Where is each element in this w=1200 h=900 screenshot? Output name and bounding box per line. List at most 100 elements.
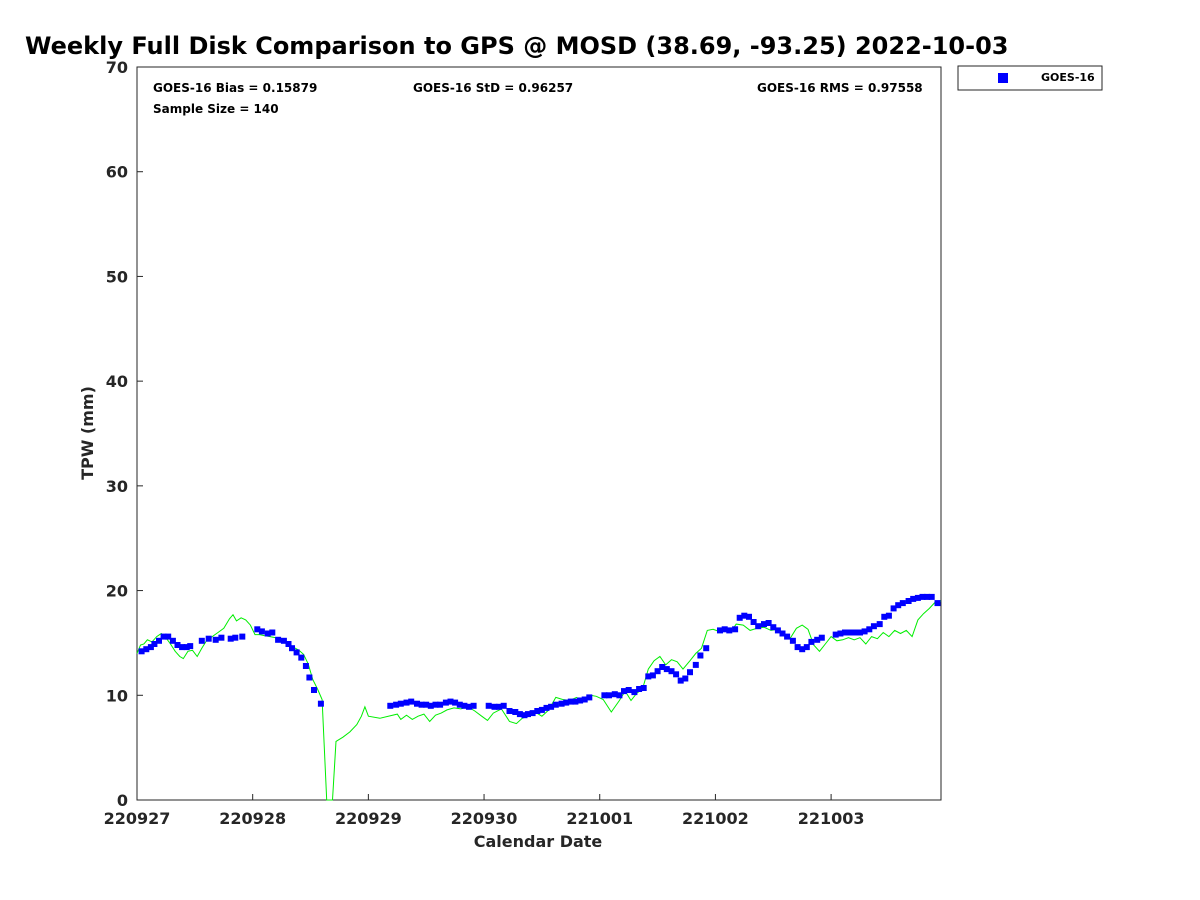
goes16-point xyxy=(677,677,684,684)
goes16-point xyxy=(721,626,728,633)
goes16-point xyxy=(563,699,570,706)
goes16-point xyxy=(258,628,265,635)
goes16-point xyxy=(183,644,190,651)
goes16-point xyxy=(692,661,699,668)
y-tick-label: 60 xyxy=(106,163,128,182)
goes16-point xyxy=(924,593,931,600)
goes16-point xyxy=(447,698,454,705)
goes16-point xyxy=(285,641,292,647)
goes16-point xyxy=(293,649,300,656)
legend-marker-square xyxy=(998,73,1008,83)
y-tick-label: 50 xyxy=(106,267,128,286)
goes16-point xyxy=(640,685,647,691)
goes16-point xyxy=(280,637,287,644)
goes16-point xyxy=(437,701,444,708)
goes16-point xyxy=(317,700,324,707)
legend: GOES-16 xyxy=(957,65,1103,91)
goes16-point xyxy=(442,699,449,706)
goes16-point xyxy=(876,621,883,628)
goes16-point xyxy=(682,675,689,682)
goes16-point xyxy=(625,687,632,693)
goes16-point xyxy=(586,694,593,701)
goes16-point xyxy=(636,686,643,692)
goes16-point xyxy=(895,602,902,609)
goes16-point xyxy=(847,629,854,636)
goes16-point xyxy=(861,628,868,635)
goes16-point xyxy=(621,688,627,695)
goes16-point xyxy=(432,701,439,708)
goes16-point xyxy=(506,708,513,714)
goes16-point xyxy=(697,652,704,659)
goes16-point xyxy=(558,700,565,707)
goes16-point xyxy=(218,634,225,641)
goes16-point xyxy=(470,702,477,709)
goes16-point xyxy=(548,703,555,710)
goes16-point xyxy=(832,631,839,638)
goes16-point xyxy=(461,702,468,709)
goes16-point xyxy=(543,704,550,711)
goes16-point xyxy=(298,654,305,661)
goes16-point xyxy=(870,623,877,630)
x-tick-label: 220929 xyxy=(335,809,402,828)
goes16-point xyxy=(732,626,739,633)
goes16-point xyxy=(601,692,608,699)
goes16-point xyxy=(866,626,873,633)
goes16-point xyxy=(289,645,295,652)
goes16-point xyxy=(717,627,723,634)
goes16-point xyxy=(227,635,234,642)
goes16-point xyxy=(799,646,806,653)
goes16-point xyxy=(890,605,897,612)
goes16-point xyxy=(169,637,176,644)
goes16-point xyxy=(726,627,733,634)
goes16-point xyxy=(156,637,162,644)
goes16-point xyxy=(525,711,531,718)
legend-label-goes16: GOES-16 xyxy=(1041,71,1095,84)
goes16-point xyxy=(808,638,815,645)
goes16-point xyxy=(703,645,710,652)
x-tick-label: 220930 xyxy=(451,809,518,828)
goes16-point xyxy=(529,710,536,717)
goes16-point xyxy=(138,648,145,655)
goes16-point xyxy=(174,642,181,648)
goes16-point xyxy=(774,627,781,634)
goes16-point xyxy=(179,644,186,651)
goes16-point xyxy=(741,612,748,619)
goes16-point xyxy=(147,644,154,651)
goes16-point xyxy=(899,600,906,607)
goes16-point xyxy=(205,635,212,642)
goes16-point xyxy=(534,708,541,714)
std-stat: GOES-16 StD = 0.96257 xyxy=(413,81,573,95)
goes16-point xyxy=(765,620,772,626)
goes16-point xyxy=(552,701,559,708)
x-axis-label: Calendar Date xyxy=(474,832,603,851)
goes16-point xyxy=(611,691,618,698)
x-tick-label: 221001 xyxy=(566,809,633,828)
goes16-point xyxy=(264,630,271,637)
goes16-point xyxy=(418,701,425,708)
goes16-point xyxy=(673,671,680,678)
goes16-point xyxy=(803,644,810,651)
goes16-point xyxy=(631,689,638,696)
goes16-point xyxy=(187,643,194,650)
goes16-point xyxy=(393,701,400,708)
x-tick-label: 221003 xyxy=(798,809,865,828)
x-axis: 220927 220928 220929 220930 221001 221002 2210… xyxy=(104,794,865,828)
goes16-point xyxy=(881,613,888,620)
goes16-point xyxy=(934,600,941,607)
goes16-point xyxy=(165,633,172,640)
y-axis: 0 10 20 30 40 50 60 70 xyxy=(106,58,143,810)
y-tick-label: 40 xyxy=(106,372,128,391)
x-tick-label: 220927 xyxy=(104,809,171,828)
goes16-point xyxy=(814,636,821,643)
goes16-point xyxy=(485,702,492,709)
goes16-point xyxy=(496,703,503,710)
goes16-point xyxy=(668,668,675,675)
series-layer xyxy=(136,593,942,801)
goes16-point xyxy=(414,700,420,707)
goes16-point xyxy=(818,634,825,641)
goes16-point xyxy=(491,703,498,710)
goes16-point xyxy=(456,701,463,708)
goes16-point xyxy=(311,687,317,693)
x-tick-label: 220928 xyxy=(219,809,286,828)
